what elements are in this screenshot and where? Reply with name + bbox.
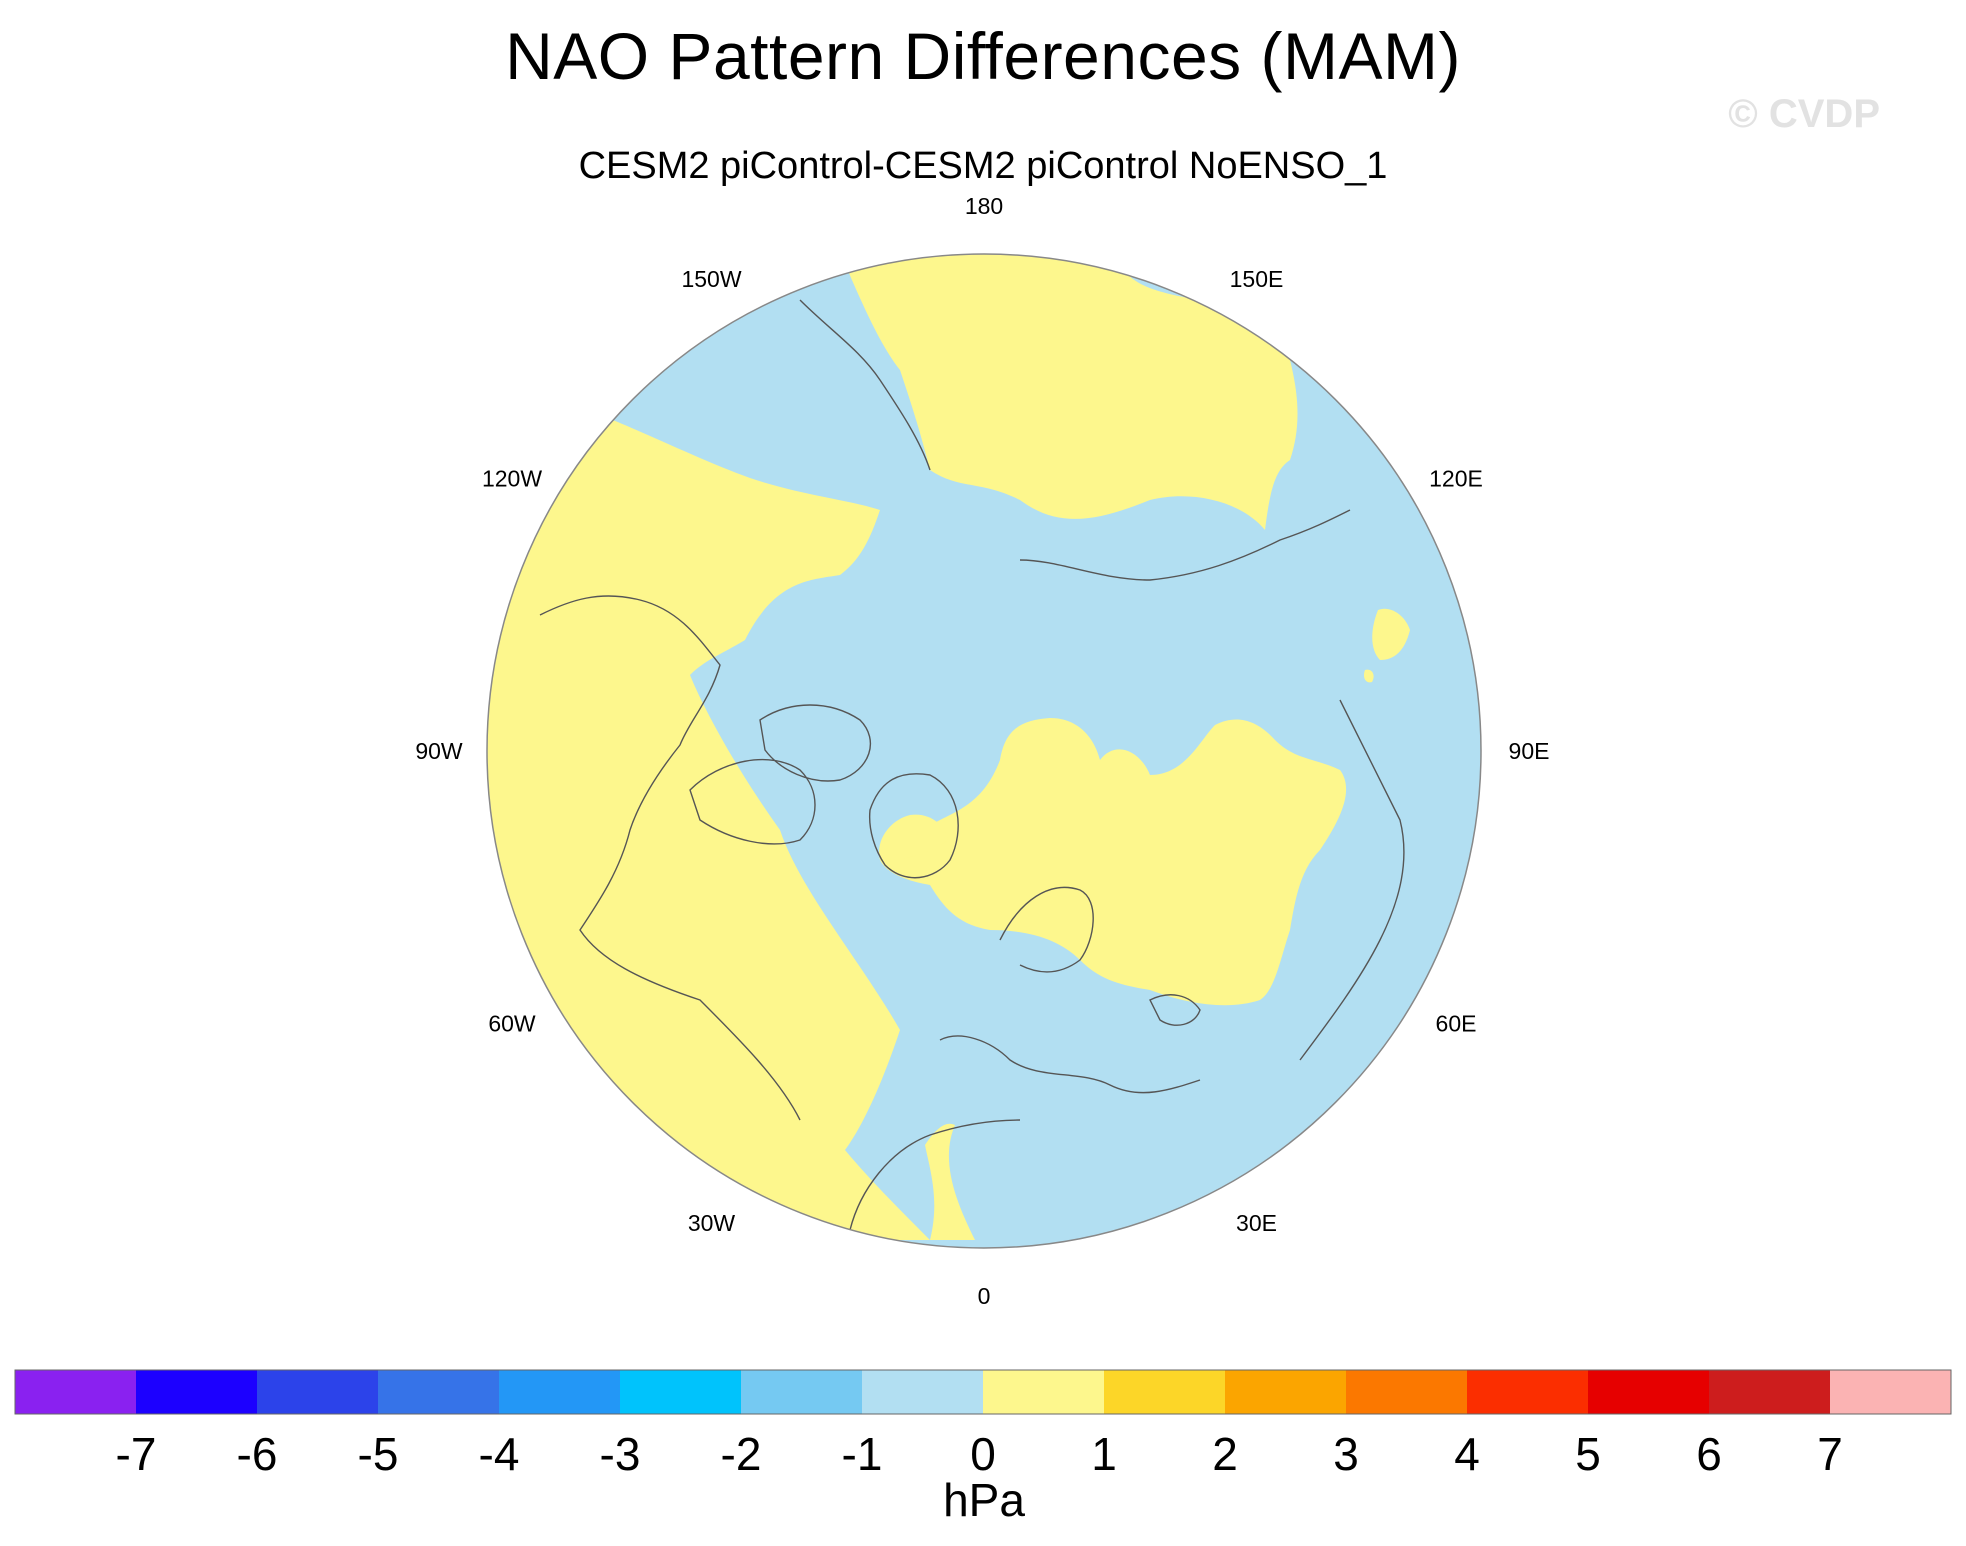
coast-scandinavia bbox=[999, 886, 1094, 973]
colorbar-segment bbox=[1830, 1370, 1952, 1414]
coastlines bbox=[539, 299, 1405, 1231]
colorbar-segment bbox=[862, 1370, 984, 1414]
colorbar-tick-label: -6 bbox=[237, 1428, 278, 1480]
longitude-label: 0 bbox=[978, 1283, 991, 1309]
colorbar-segment bbox=[1104, 1370, 1226, 1414]
positive-region-east-small-2 bbox=[1363, 669, 1374, 683]
colorbar-segment bbox=[499, 1370, 621, 1414]
coast-north-america bbox=[539, 595, 801, 1121]
colorbar-segment bbox=[983, 1370, 1105, 1414]
colorbar-units-label: hPa bbox=[943, 1474, 1025, 1526]
map-title: NAO Pattern Differences (MAM) bbox=[505, 19, 1461, 93]
longitude-label: 30E bbox=[1236, 1210, 1277, 1236]
coast-hudson-bay bbox=[689, 758, 816, 845]
coast-arctic-archipelago bbox=[759, 704, 871, 782]
longitude-label: 120E bbox=[1429, 466, 1483, 492]
colorbar-segment bbox=[378, 1370, 500, 1414]
colorbar-tick-label: 2 bbox=[1212, 1428, 1238, 1480]
positive-region-norwegian-sea bbox=[879, 814, 948, 860]
coast-africa bbox=[849, 1119, 1021, 1231]
colorbar-tick-label: 7 bbox=[1817, 1428, 1843, 1480]
colorbar-segment bbox=[136, 1370, 258, 1414]
longitude-label: 60W bbox=[488, 1011, 536, 1037]
colorbar-segment bbox=[15, 1370, 137, 1414]
colorbar-segment bbox=[1709, 1370, 1831, 1414]
colorbar-segment bbox=[1467, 1370, 1589, 1414]
longitude-label: 150W bbox=[681, 266, 741, 292]
longitude-label: 60E bbox=[1436, 1011, 1477, 1037]
longitude-label: 180 bbox=[965, 193, 1003, 219]
coast-east-asia bbox=[1299, 699, 1405, 1061]
positive-region-eurasia bbox=[880, 718, 1347, 1006]
colorbar-tick-label: -4 bbox=[479, 1428, 520, 1480]
longitude-label: 90E bbox=[1509, 738, 1550, 764]
cvdp-watermark: © CVDP bbox=[1728, 92, 1880, 136]
colorbar-segment bbox=[620, 1370, 742, 1414]
colorbar-tick-label: 3 bbox=[1333, 1428, 1359, 1480]
coast-europe-mediterranean bbox=[939, 1035, 1201, 1094]
colorbar-tick-label: -7 bbox=[116, 1428, 157, 1480]
colorbar-tick-label: 0 bbox=[970, 1428, 996, 1480]
colorbar-tick-label: 4 bbox=[1454, 1428, 1480, 1480]
coast-greenland bbox=[868, 773, 959, 879]
colorbar-segment bbox=[1225, 1370, 1347, 1414]
longitude-label: 30W bbox=[688, 1210, 736, 1236]
longitude-label: 120W bbox=[482, 466, 542, 492]
longitude-labels: 180 150E 120E 90E 60E 30E 0 30W 60W 90W 120W 150W bbox=[415, 193, 1549, 1309]
colorbar-tick-label: -3 bbox=[600, 1428, 641, 1480]
colorbar-tick-label: -2 bbox=[721, 1428, 762, 1480]
longitude-label: 150E bbox=[1230, 266, 1284, 292]
positive-region-east-small-1 bbox=[1372, 608, 1410, 660]
longitude-label: 90W bbox=[415, 738, 463, 764]
colorbar-segment bbox=[257, 1370, 379, 1414]
coast-black-caspian bbox=[1149, 994, 1201, 1026]
colorbar-tick-label: 5 bbox=[1575, 1428, 1601, 1480]
colorbar-tick-labels: -7 -6 -5 -4 -3 -2 -1 0 1 2 3 4 5 6 7 bbox=[116, 1428, 1843, 1480]
colorbar-tick-label: 6 bbox=[1696, 1428, 1722, 1480]
colorbar-border bbox=[14, 1369, 1952, 1415]
positive-region-pacific-top bbox=[835, 254, 1298, 530]
colorbar-tick-label: -1 bbox=[842, 1428, 883, 1480]
colorbar-tick-label: -5 bbox=[358, 1428, 399, 1480]
positive-region-africa-coast bbox=[925, 1123, 975, 1240]
colorbar-tick-label: 1 bbox=[1091, 1428, 1117, 1480]
coast-alaska bbox=[799, 299, 931, 471]
colorbar-segment bbox=[1588, 1370, 1710, 1414]
map-border bbox=[486, 253, 1482, 1249]
map-subtitle: CESM2 piControl-CESM2 piControl NoENSO_1 bbox=[578, 145, 1388, 187]
coast-siberia bbox=[1019, 509, 1351, 581]
colorbar-segment bbox=[741, 1370, 863, 1414]
colorbar bbox=[14, 1369, 1952, 1415]
colorbar-segment bbox=[1346, 1370, 1468, 1414]
